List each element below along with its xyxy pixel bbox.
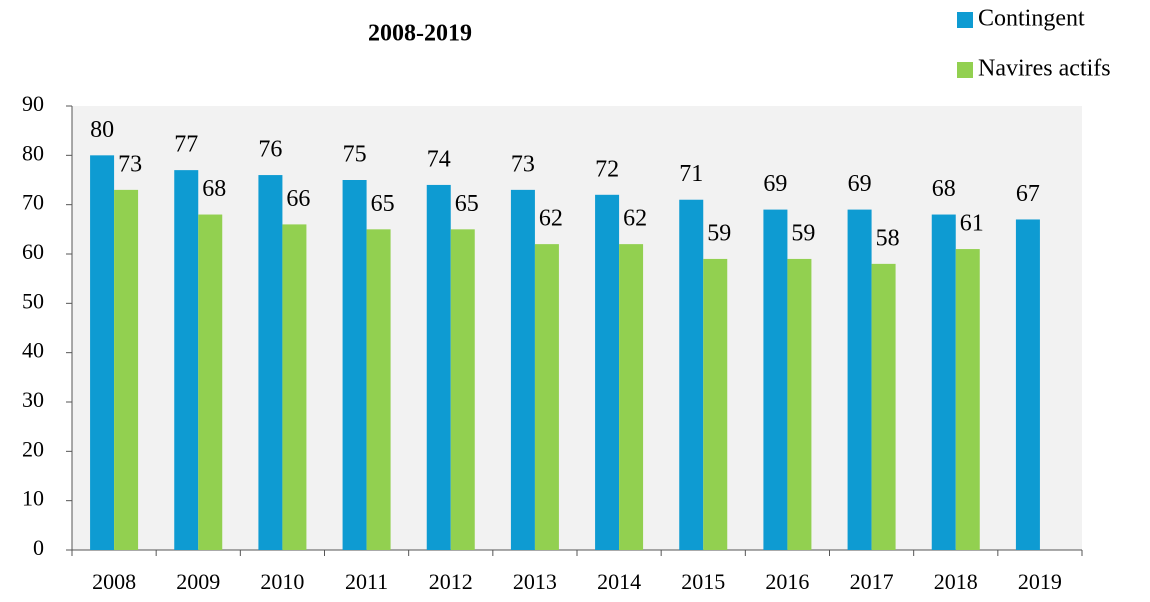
data-label: 59 [791, 220, 815, 246]
data-label: 66 [286, 186, 310, 212]
bar [198, 214, 223, 551]
x-tick-label: 2011 [345, 569, 388, 594]
x-tick-label: 2019 [1018, 569, 1062, 594]
bar [679, 199, 704, 550]
chart-title: 2008-2019 [368, 21, 472, 47]
bar [90, 155, 115, 551]
x-tick-label: 2008 [92, 569, 136, 594]
bar [595, 194, 620, 551]
data-label: 80 [90, 117, 114, 143]
bar [174, 170, 199, 550]
y-tick-label: 40 [22, 338, 44, 363]
bar [342, 180, 367, 550]
data-label: 72 [595, 156, 619, 182]
bar [534, 244, 559, 550]
y-tick-label: 90 [22, 91, 44, 116]
data-label: 61 [960, 211, 984, 237]
x-tick-label: 2013 [513, 569, 557, 594]
bar [763, 209, 788, 550]
data-label: 65 [371, 191, 395, 217]
y-tick-label: 50 [22, 288, 44, 313]
x-tick-label: 2010 [260, 569, 304, 594]
legend-swatch [957, 62, 973, 78]
data-label: 68 [932, 176, 956, 202]
data-label: 75 [343, 142, 367, 168]
data-label: 74 [427, 146, 451, 172]
bar [619, 244, 644, 550]
data-label: 65 [455, 191, 479, 217]
y-tick-label: 70 [22, 190, 44, 215]
bar [871, 263, 896, 550]
bar [931, 214, 956, 551]
y-tick-label: 80 [22, 140, 44, 165]
y-tick-label: 60 [22, 239, 44, 264]
data-label: 67 [1016, 181, 1040, 207]
y-tick-label: 20 [22, 436, 44, 461]
legend-label: Contingent [978, 6, 1085, 32]
legend-swatch [957, 12, 973, 28]
legend-label: Navires actifs [978, 56, 1111, 82]
bar [1015, 219, 1040, 550]
data-label: 69 [848, 171, 872, 197]
y-tick-label: 10 [22, 486, 44, 511]
bar [258, 175, 283, 551]
data-label: 73 [118, 151, 142, 177]
bar [366, 229, 391, 551]
bar [282, 224, 307, 550]
bar [847, 209, 872, 550]
x-tick-label: 2017 [850, 569, 894, 594]
data-label: 58 [876, 225, 900, 251]
data-label: 71 [679, 161, 703, 187]
bar [450, 229, 475, 551]
data-label: 76 [258, 137, 282, 163]
plot-area [72, 106, 1082, 550]
x-tick-label: 2016 [765, 569, 809, 594]
data-label: 59 [707, 220, 731, 246]
x-tick-label: 2009 [176, 569, 220, 594]
y-tick-label: 30 [22, 387, 44, 412]
x-tick-label: 2012 [429, 569, 473, 594]
x-tick-label: 2014 [597, 569, 641, 594]
data-label: 73 [511, 151, 535, 177]
bar [955, 249, 980, 551]
data-label: 69 [763, 171, 787, 197]
data-label: 62 [539, 206, 563, 232]
x-tick-label: 2018 [934, 569, 978, 594]
bar [787, 258, 812, 550]
data-label: 77 [174, 132, 198, 158]
x-tick-label: 2015 [681, 569, 725, 594]
bar [510, 189, 535, 550]
y-tick-label: 0 [33, 535, 44, 560]
bar [426, 184, 451, 550]
bar [703, 258, 728, 550]
data-label: 62 [623, 206, 647, 232]
data-label: 68 [202, 176, 226, 202]
bar [114, 189, 139, 550]
